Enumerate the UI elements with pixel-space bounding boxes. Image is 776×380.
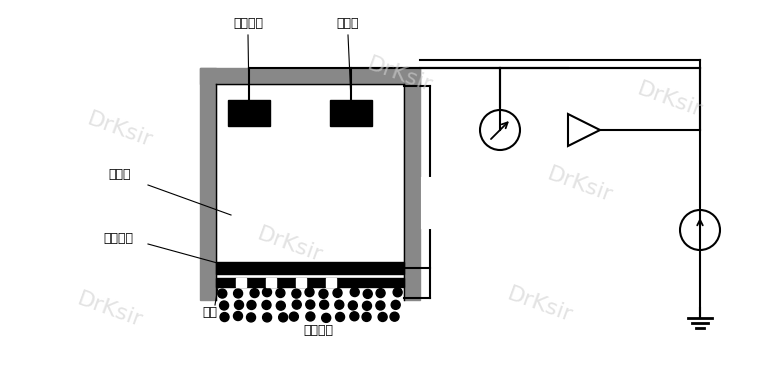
- Circle shape: [391, 300, 400, 309]
- Text: 反电极: 反电极: [337, 17, 359, 30]
- Circle shape: [376, 301, 385, 310]
- Circle shape: [335, 312, 345, 321]
- Circle shape: [306, 300, 315, 309]
- Circle shape: [322, 314, 331, 322]
- Bar: [200, 68, 216, 300]
- Circle shape: [333, 288, 342, 298]
- Circle shape: [292, 289, 301, 298]
- Circle shape: [247, 313, 255, 322]
- Text: 被测气体: 被测气体: [303, 323, 333, 337]
- Bar: [422, 178, 438, 228]
- Bar: [326, 278, 336, 287]
- Circle shape: [279, 313, 288, 322]
- Circle shape: [378, 312, 387, 321]
- Bar: [404, 68, 420, 300]
- Circle shape: [293, 300, 301, 309]
- Circle shape: [348, 301, 357, 310]
- Circle shape: [250, 288, 259, 298]
- Circle shape: [234, 312, 242, 320]
- Text: DrKsir: DrKsir: [74, 289, 145, 331]
- Circle shape: [393, 288, 402, 297]
- Circle shape: [362, 301, 372, 310]
- Text: 薄膜: 薄膜: [203, 306, 217, 318]
- Circle shape: [247, 301, 256, 309]
- Text: 参考电极: 参考电极: [233, 17, 263, 30]
- Circle shape: [276, 301, 286, 310]
- Circle shape: [350, 312, 359, 321]
- Text: 测量电极: 测量电极: [103, 231, 133, 244]
- Circle shape: [390, 312, 399, 321]
- Circle shape: [363, 290, 372, 298]
- Circle shape: [320, 300, 329, 309]
- Bar: [266, 278, 276, 287]
- Circle shape: [319, 289, 328, 298]
- Bar: [296, 278, 306, 287]
- Text: DrKsir: DrKsir: [635, 79, 705, 121]
- Circle shape: [262, 313, 272, 322]
- Text: DrKsir: DrKsir: [545, 164, 615, 206]
- Bar: [228, 100, 270, 126]
- Bar: [216, 262, 404, 274]
- Circle shape: [305, 288, 314, 297]
- Text: 电解液: 电解液: [109, 168, 131, 182]
- Circle shape: [218, 289, 227, 298]
- Circle shape: [289, 312, 299, 321]
- Bar: [216, 278, 404, 287]
- Text: DrKsir: DrKsir: [255, 224, 325, 266]
- Circle shape: [234, 301, 244, 309]
- Circle shape: [234, 289, 243, 298]
- Circle shape: [262, 288, 272, 297]
- Circle shape: [220, 301, 229, 310]
- Circle shape: [220, 312, 229, 321]
- Text: DrKsir: DrKsir: [504, 284, 576, 326]
- Circle shape: [262, 301, 271, 309]
- Circle shape: [276, 288, 285, 298]
- Circle shape: [306, 312, 315, 321]
- Text: DrKsir: DrKsir: [85, 109, 155, 151]
- Bar: [330, 100, 372, 126]
- Circle shape: [350, 288, 359, 296]
- Bar: [236, 278, 246, 287]
- Bar: [200, 68, 420, 84]
- Circle shape: [334, 300, 344, 309]
- Circle shape: [376, 288, 385, 298]
- Text: DrKsir: DrKsir: [365, 54, 435, 96]
- Circle shape: [362, 312, 371, 321]
